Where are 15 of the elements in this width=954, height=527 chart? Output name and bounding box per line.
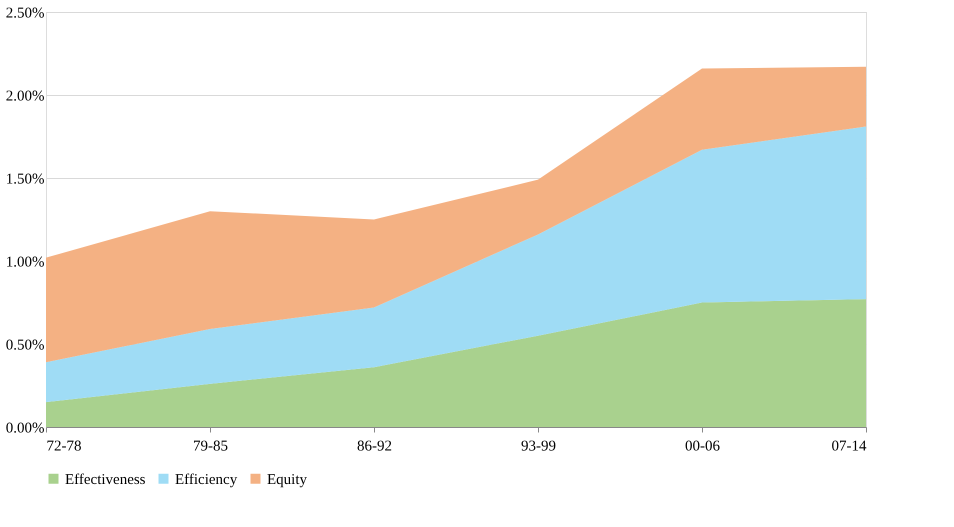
y-tick-label: 2.00%	[6, 88, 44, 104]
legend-label: Effectiveness	[65, 472, 146, 488]
x-tick-label: 93-99	[521, 438, 556, 454]
x-tick-label: 00-06	[685, 438, 720, 454]
y-tick-label: 1.00%	[6, 254, 44, 270]
legend-label: Efficiency	[175, 472, 238, 488]
x-tick-label: 86-92	[357, 438, 392, 454]
y-tick-label: 1.50%	[6, 172, 44, 188]
x-tick-label: 72-78	[46, 438, 82, 454]
x-tick-label: 79-85	[193, 438, 228, 454]
legend-label: Equity	[267, 472, 308, 488]
y-tick-label: 2.50%	[6, 6, 44, 22]
y-tick-label: 0.00%	[6, 420, 44, 436]
x-tick-label: 07-14	[832, 438, 867, 454]
y-tick-label: 0.50%	[6, 338, 44, 354]
